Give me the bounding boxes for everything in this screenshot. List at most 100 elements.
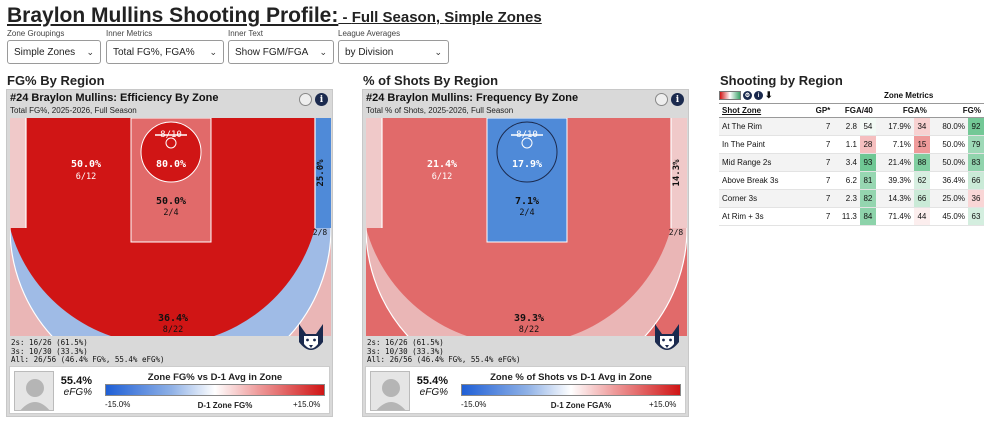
info-icon[interactable]: i	[671, 93, 684, 106]
frequency-subheading: Total % of Shots, 2025-2026, Full Season	[366, 106, 514, 115]
fgapct-cell: 7.1%	[892, 139, 911, 149]
totals-3s: 3s: 10/30 (33.3%)	[367, 346, 444, 356]
husky-logo-icon	[655, 324, 679, 350]
above-pct: 39.3%	[514, 313, 544, 324]
gp-cell: 7	[825, 175, 831, 185]
fgapct-percentile-cell: 62	[913, 171, 930, 189]
fgapct-cell: 71.4%	[888, 211, 911, 221]
mid-pct: 21.4%	[427, 159, 457, 170]
chevron-down-icon: ⌄	[319, 46, 327, 57]
zone-metrics-header: Zone Metrics	[833, 89, 984, 104]
fga40-cell: 11.3	[841, 211, 857, 221]
col-fgapct[interactable]: FGA%	[875, 103, 930, 118]
toggle-icon[interactable]	[655, 93, 668, 106]
fga40-percentile-cell: 82	[859, 189, 876, 207]
paint-pct: 50.0%	[156, 196, 186, 207]
section-title-fg: FG% By Region	[7, 73, 105, 88]
above-frac: 8/22	[163, 325, 183, 335]
settings-icon[interactable]: ⚙	[743, 91, 752, 101]
totals-2s: 2s: 16/26 (61.5%)	[11, 338, 88, 347]
league-averages-value: by Division	[345, 46, 394, 58]
info-icon[interactable]: i	[315, 93, 328, 106]
download-icon[interactable]: ⬇	[765, 90, 773, 101]
inner-metrics-select[interactable]: Total FG%, FGA% ⌄	[106, 40, 224, 64]
zone-groupings-value: Simple Zones	[14, 46, 76, 58]
fga40-percentile-cell: 28	[859, 135, 876, 153]
col-gp[interactable]: GP*	[807, 103, 834, 118]
section-title-shots: % of Shots By Region	[363, 73, 499, 88]
fg-percentile-cell: 36	[968, 189, 984, 207]
fgapct-cell: 39.3%	[888, 175, 911, 185]
shot-zone-cell: Corner 3s	[722, 193, 758, 203]
husky-logo-icon	[299, 324, 323, 350]
col-fg[interactable]: FG%	[929, 103, 984, 118]
fga40-percentile-cell: 93	[859, 153, 876, 171]
zone-groupings-control: Zone Groupings Simple Zones ⌄	[7, 29, 101, 64]
title-sep: ,	[435, 9, 445, 26]
gp-cell: 7	[825, 193, 831, 203]
above-frac: 8/22	[519, 325, 539, 335]
fga40-cell: 6.2	[845, 175, 857, 185]
efg-value: 55.4%	[60, 375, 92, 387]
corner-pct: 25.0%	[316, 159, 326, 187]
legend-max: +15.0%	[293, 400, 321, 409]
legend-max: +15.0%	[649, 400, 677, 409]
frequency-totals: 2s: 16/26 (61.5%) 3s: 10/30 (33.3%) All:…	[367, 338, 521, 365]
efg-label: eFG%	[63, 387, 92, 398]
zone-groupings-label: Zone Groupings	[7, 29, 65, 38]
totals-2s: 2s: 16/26 (61.5%)	[367, 338, 444, 347]
fg-percentile-cell: 83	[968, 153, 984, 171]
table-row: In The Paint 7 1.1 28 7.1% 15 50.0% 79	[719, 135, 984, 153]
table-toggle-icon[interactable]	[719, 91, 741, 101]
fg-cell: 50.0%	[942, 139, 965, 149]
info-icon[interactable]: i	[754, 91, 763, 101]
legend-mid: D-1 Zone FG%	[197, 401, 253, 410]
fgapct-percentile-cell: 15	[913, 135, 930, 153]
shot-zone-cell: At Rim + 3s	[722, 211, 764, 221]
efg-label: eFG%	[419, 387, 448, 398]
frequency-legend: 55.4% eFG% Zone % of Shots vs D-1 Avg in…	[365, 366, 686, 414]
inner-text-select[interactable]: Show FGM/FGA ⌄	[228, 40, 334, 64]
section-title-table: Shooting by Region	[720, 73, 843, 88]
chevron-down-icon: ⌄	[209, 46, 217, 57]
fg-cell: 45.0%	[942, 211, 965, 221]
table-row: At Rim + 3s 7 11.3 84 71.4% 44 45.0% 63	[719, 207, 984, 225]
above-pct: 36.4%	[158, 313, 188, 324]
inner-text-label: Inner Text	[228, 29, 263, 38]
table-row: At The Rim 7 2.8 54 17.9% 34 80.0% 92	[719, 117, 984, 135]
col-shot-zone[interactable]: Shot Zone	[719, 103, 808, 118]
toggle-icon[interactable]	[299, 93, 312, 106]
fg-cell: 80.0%	[942, 121, 965, 131]
fga40-percentile-cell: 81	[859, 171, 876, 189]
title-zones: Simple Zones	[444, 9, 542, 26]
corner-frac: 2/8	[313, 228, 328, 237]
gp-cell: 7	[825, 121, 831, 131]
efficiency-panel: #24 Braylon Mullins: Efficiency By Zone …	[6, 89, 333, 417]
paint-frac: 2/4	[163, 208, 178, 218]
mid-pct: 50.0%	[71, 159, 101, 170]
player-avatar	[14, 371, 54, 411]
table-row: Above Break 3s 7 6.2 81 39.3% 62 36.4% 66	[719, 171, 984, 189]
frequency-panel: #24 Braylon Mullins: Frequency By Zone T…	[362, 89, 689, 417]
fg-percentile-cell: 66	[968, 171, 984, 189]
fga40-cell: 2.8	[845, 121, 857, 131]
right-corner-3-zone	[671, 118, 687, 228]
paint-pct: 7.1%	[515, 196, 539, 207]
col-fga40[interactable]: FGA/40	[833, 103, 876, 118]
shooting-table: ⚙ i ⬇ Zone Metrics Shot Zone GP* FGA/40 …	[719, 89, 984, 226]
fga40-cell: 1.1	[845, 139, 857, 149]
league-averages-select[interactable]: by Division ⌄	[338, 40, 449, 64]
page-title: Braylon Mullins Shooting Profile: - Full…	[7, 4, 542, 28]
shot-zone-cell: At The Rim	[722, 121, 762, 131]
efg-box: 55.4% eFG%	[58, 375, 92, 398]
zone-groupings-select[interactable]: Simple Zones ⌄	[7, 40, 101, 64]
gp-cell: 7	[825, 211, 831, 221]
inner-metrics-label: Inner Metrics	[106, 29, 153, 38]
efficiency-totals: 2s: 16/26 (61.5%) 3s: 10/30 (33.3%) All:…	[11, 338, 165, 365]
totals-3s: 3s: 10/30 (33.3%)	[11, 346, 88, 356]
player-avatar	[370, 371, 410, 411]
corner-frac: 2/8	[669, 228, 684, 237]
shot-zone-cell: Above Break 3s	[722, 175, 779, 185]
fgapct-percentile-cell: 66	[913, 189, 930, 207]
gp-cell: 7	[825, 139, 831, 149]
